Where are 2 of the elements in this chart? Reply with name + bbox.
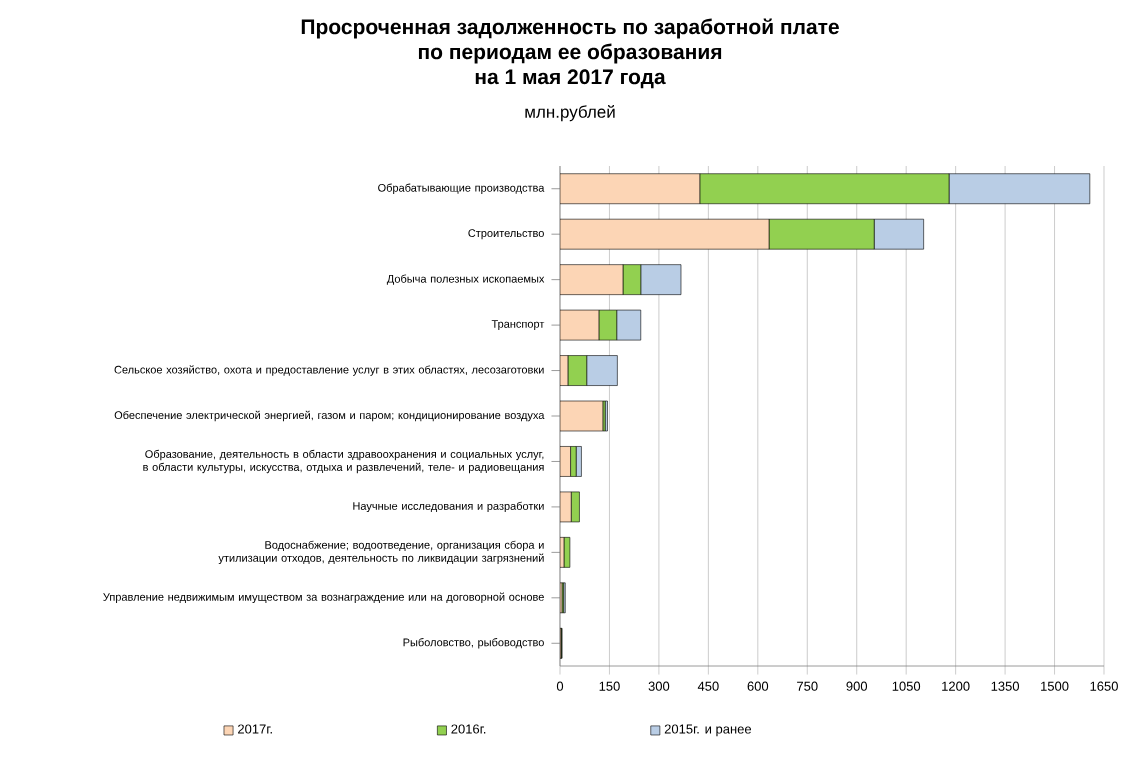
chart-subtitle: млн.рублей — [525, 105, 615, 122]
chart-title: Просроченная задолженность по заработной плате по периодам ее образования на 1 мая 2017 года — [301, 18, 839, 89]
